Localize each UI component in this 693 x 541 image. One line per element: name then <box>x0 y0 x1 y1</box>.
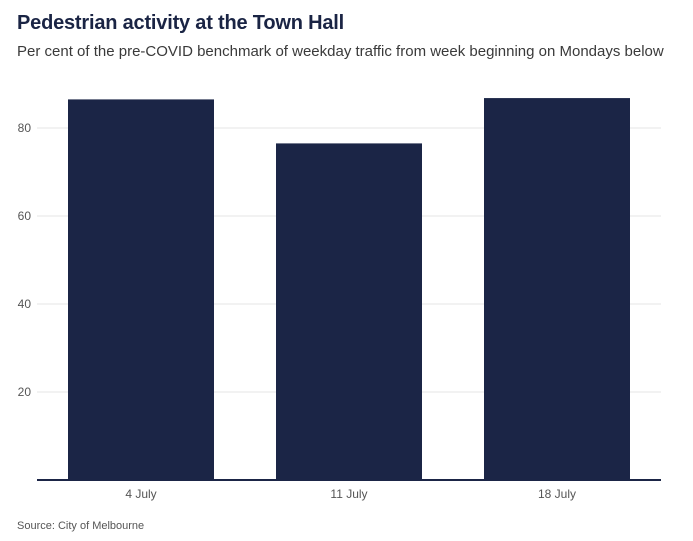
bar-2 <box>484 98 630 480</box>
bars <box>68 98 630 481</box>
y-tick-label: 20 <box>18 385 32 399</box>
chart-title: Pedestrian activity at the Town Hall <box>17 12 344 34</box>
x-tick-label: 18 July <box>538 487 576 501</box>
chart-subtitle: Per cent of the pre-COVID benchmark of w… <box>17 43 664 60</box>
bar-0 <box>68 99 214 481</box>
y-tick-label: 80 <box>18 121 32 135</box>
x-tick-label: 11 July <box>330 487 367 501</box>
x-tick-label: 4 July <box>125 487 156 501</box>
y-axis-ticks: 20 40 60 80 <box>18 121 32 399</box>
y-tick-label: 40 <box>18 297 32 311</box>
x-axis-ticks: 4 July 11 July 18 July <box>125 487 576 501</box>
source-note: Source: City of Melbourne <box>17 520 145 532</box>
y-tick-label: 60 <box>18 209 32 223</box>
bar-1 <box>276 143 422 480</box>
